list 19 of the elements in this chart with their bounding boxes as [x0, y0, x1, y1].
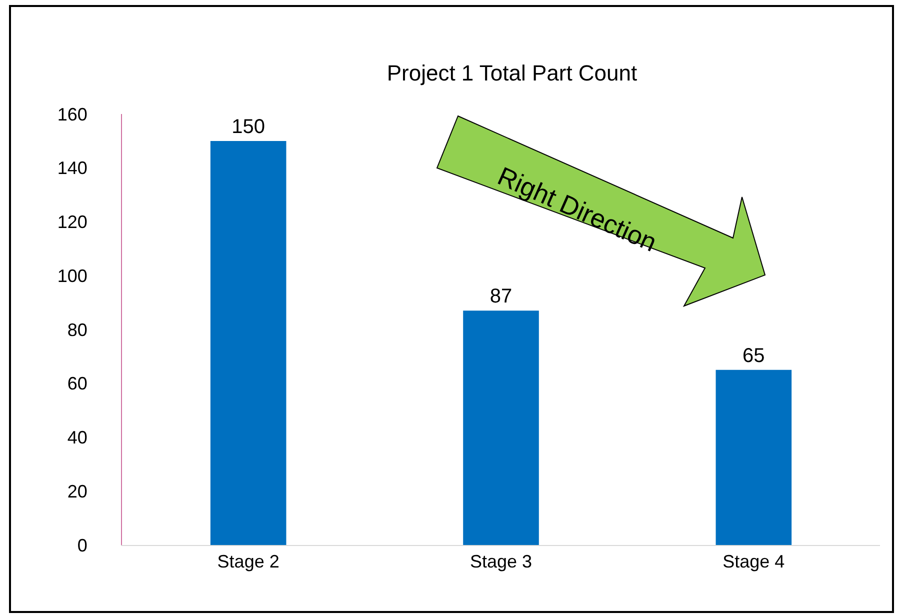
- bar: [463, 310, 539, 545]
- y-tick-label: 80: [67, 320, 88, 340]
- y-tick-label: 160: [57, 104, 88, 124]
- data-label: 87: [490, 286, 512, 308]
- data-label: 150: [232, 116, 266, 138]
- x-tick-label: Stage 4: [722, 552, 785, 572]
- y-tick-label: 120: [57, 212, 88, 232]
- y-tick-label: 60: [67, 374, 88, 394]
- y-tick-label: 100: [57, 266, 88, 286]
- bar: [210, 140, 286, 545]
- x-tick-label: Stage 3: [470, 552, 532, 572]
- y-tick-label: 0: [77, 535, 88, 556]
- chart-title: Project 1 Total Part Count: [386, 60, 638, 86]
- y-tick-label: 20: [67, 481, 88, 502]
- x-tick-label: Stage 2: [217, 552, 280, 572]
- y-tick-label: 140: [57, 158, 88, 178]
- data-label: 65: [742, 344, 765, 367]
- y-tick-label: 40: [67, 428, 88, 448]
- bar: [716, 370, 792, 545]
